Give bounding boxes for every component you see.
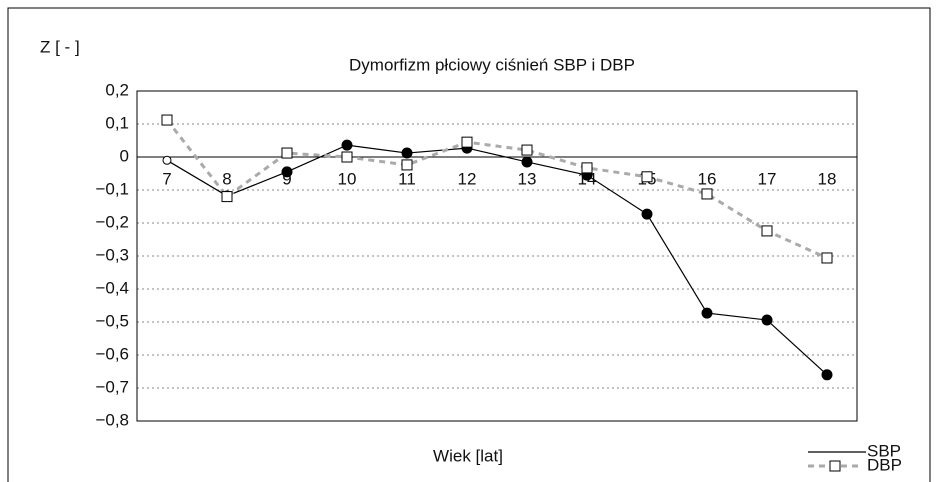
y-tick-label: 0,1 (105, 113, 129, 132)
legend-marker (829, 460, 841, 472)
marker (161, 114, 173, 126)
y-tick-label: −0,1 (95, 179, 129, 198)
marker (581, 162, 593, 174)
x-tick-label: 7 (162, 169, 171, 188)
x-tick-label: 10 (338, 169, 357, 188)
x-tick-label: 13 (518, 169, 537, 188)
legend-label: SBP (867, 441, 901, 460)
y-tick-label: −0,4 (95, 278, 129, 297)
marker (341, 139, 353, 151)
y-tick-label: −0,6 (95, 344, 129, 363)
line-sbp (166, 144, 828, 376)
marker (162, 155, 172, 165)
marker (641, 171, 653, 183)
x-axis-label: Wiek [lat] (433, 446, 503, 465)
plot-border (136, 90, 858, 422)
marker (521, 156, 533, 168)
x-tick-label: 12 (458, 169, 477, 188)
marker (821, 369, 833, 381)
marker (761, 225, 773, 237)
marker (281, 166, 293, 178)
frame (7, 7, 931, 482)
marker (701, 188, 713, 200)
x-tick-label: 17 (758, 169, 777, 188)
marker (821, 252, 833, 264)
marker (461, 136, 473, 148)
y-axis-label: Z [ - ] (40, 37, 80, 56)
marker (521, 144, 533, 156)
marker (401, 147, 413, 159)
marker (341, 151, 353, 163)
x-tick-label: 9 (282, 169, 291, 188)
x-tick-label: 8 (222, 169, 231, 188)
y-tick-label: −0,5 (95, 311, 129, 330)
y-tick-label: 0,2 (105, 80, 129, 99)
line-dbp (165, 119, 828, 260)
legend-label: DBP (867, 455, 902, 474)
x-tick-label: 18 (818, 169, 837, 188)
x-tick-label: 11 (398, 169, 416, 188)
y-tick-label: −0,7 (95, 377, 129, 396)
x-tick-label: 16 (698, 169, 717, 188)
marker (221, 191, 233, 203)
y-tick-label: −0,2 (95, 212, 129, 231)
y-tick-label: −0,8 (95, 410, 129, 429)
y-tick-label: 0 (120, 146, 129, 165)
marker (701, 307, 713, 319)
marker (401, 159, 413, 171)
marker (761, 314, 773, 326)
marker (641, 208, 653, 220)
y-tick-label: −0,3 (95, 245, 129, 264)
marker (281, 147, 293, 159)
chart-title: Dymorfizm płciowy ciśnień SBP i DBP (349, 55, 635, 74)
